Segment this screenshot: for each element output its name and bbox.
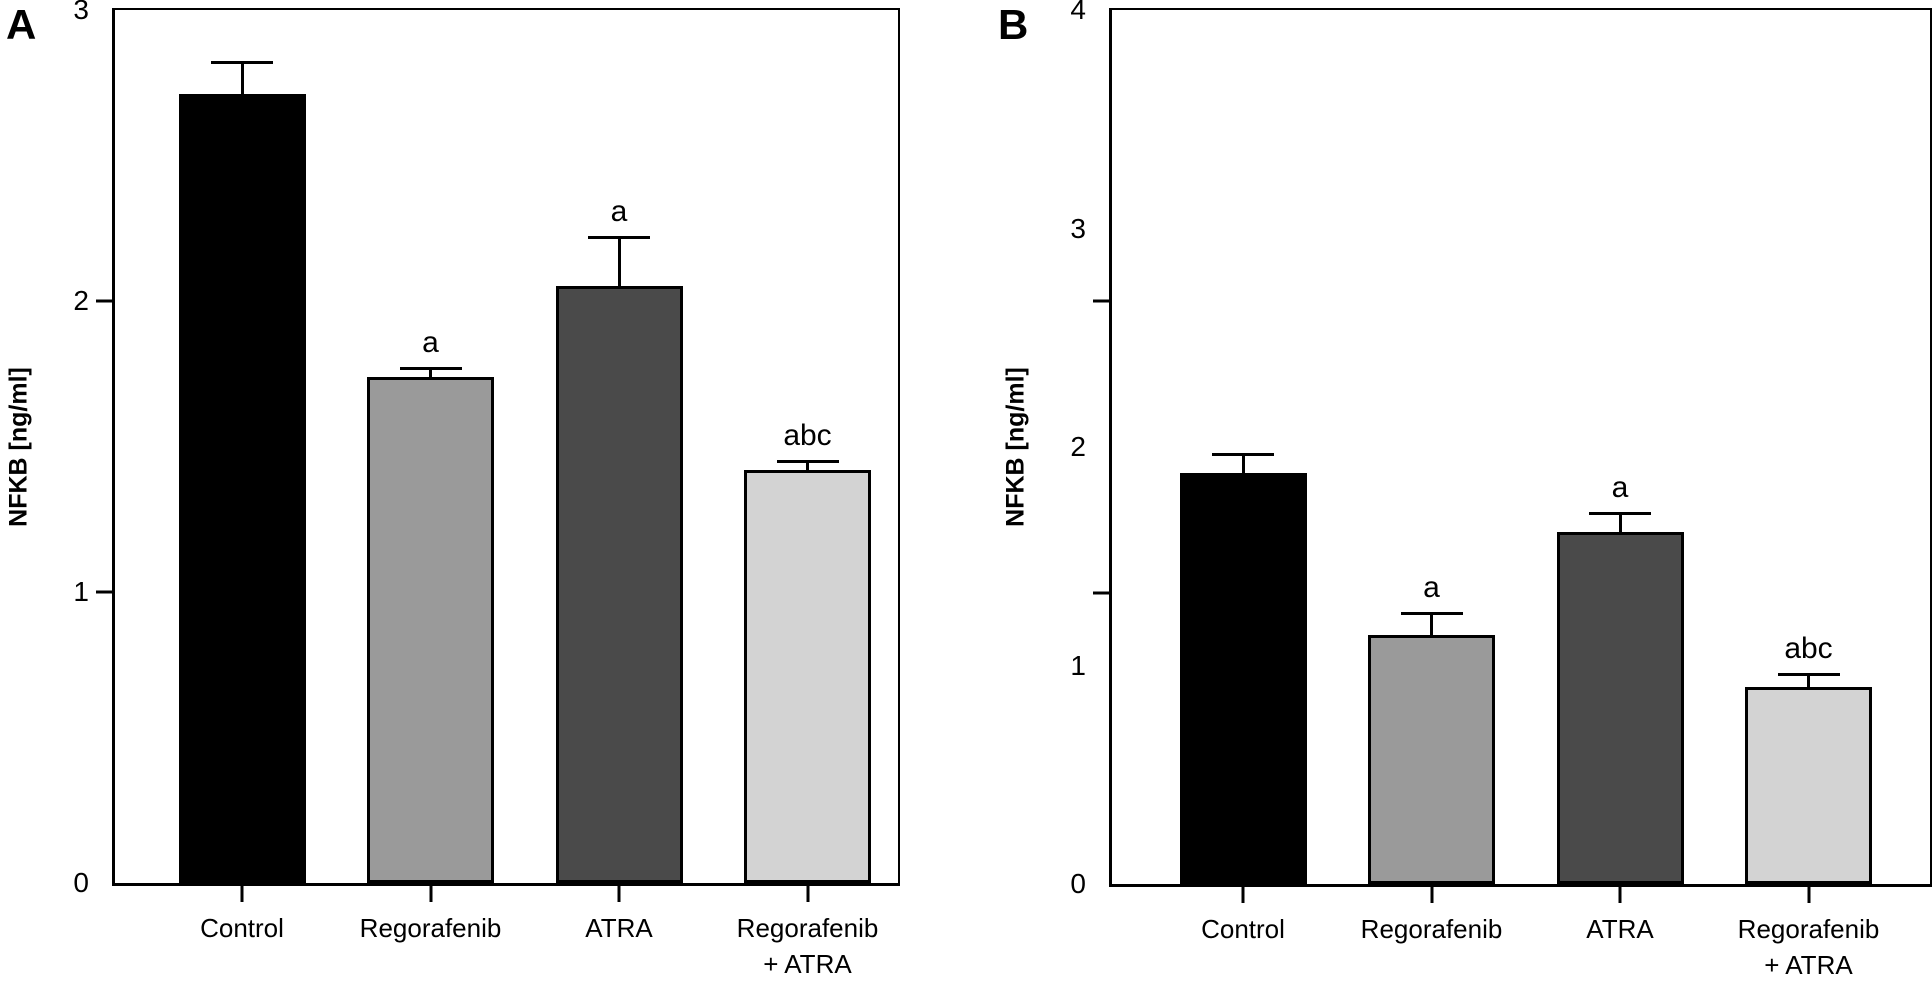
error-bar-cap-regorafenib <box>1400 612 1463 616</box>
significance-label-regorafenib-atra: abc <box>1784 632 1833 666</box>
significance-label-regorafenib-atra: abc <box>783 419 832 453</box>
bar-control <box>1179 473 1307 884</box>
y-tick-label-0: 0 <box>1070 868 1086 899</box>
significance-label-regorafenib: a <box>1423 571 1440 605</box>
error-bar-stem-control <box>240 62 244 97</box>
panel-label-a: A <box>6 1 37 48</box>
bar-regorafenib <box>1368 634 1495 884</box>
y-tick-mark-0 <box>96 590 112 594</box>
y-tick-label-4: 4 <box>1070 0 1086 25</box>
bar-regorafenib <box>367 376 494 883</box>
x-tick-mark-atra <box>1618 887 1622 903</box>
error-bar-stem-atra <box>617 236 621 289</box>
error-bar-cap-atra <box>1589 511 1651 515</box>
bar-regorafenib-atra <box>744 469 871 883</box>
y-tick-label-2: 2 <box>73 285 89 316</box>
y-tick-label-3: 3 <box>73 0 89 25</box>
bar-atra <box>1556 532 1684 884</box>
x-tick-mark-control <box>240 886 244 902</box>
y-tick-mark-0 <box>1093 591 1109 595</box>
y-tick-label-0: 0 <box>73 867 89 898</box>
y-tick-label-1: 1 <box>73 576 89 607</box>
plot-area-a: 0 1 2 3 Control a Regorafenib a ATRA abc Regorafen… <box>73 0 900 979</box>
error-bar-stem-control <box>1241 453 1245 476</box>
panel-label-b: B <box>998 1 1029 48</box>
x-tick-mark-atra <box>617 886 621 902</box>
significance-label-atra: a <box>1611 470 1629 504</box>
error-bar-cap-regorafenib-atra <box>776 460 839 464</box>
error-bar-cap-regorafenib <box>399 366 462 370</box>
significance-label-atra: a <box>610 194 628 228</box>
bar-atra <box>555 286 683 883</box>
x-category-label-regorafenib-atra: Regorafenib + ATRA <box>736 913 879 979</box>
y-tick-mark-1 <box>96 299 112 303</box>
x-category-label-regorafenib: Regorafenib <box>359 913 502 943</box>
error-bar-stem-atra <box>1618 512 1622 535</box>
x-tick-mark-regorafenib <box>1430 887 1433 903</box>
x-category-label-control: Control <box>200 913 284 943</box>
y-tick-label-3: 3 <box>1070 212 1086 244</box>
error-bar-stem-regorafenib <box>1430 613 1433 637</box>
x-tick-mark-regorafenib <box>429 886 432 902</box>
y-axis-title-a: NFKB [ng/ml] <box>4 367 33 527</box>
bar-regorafenib-atra <box>1745 687 1872 884</box>
x-tick-mark-control <box>1241 887 1245 903</box>
x-category-label-control: Control <box>1201 914 1285 944</box>
x-category-label-atra: ATRA <box>585 913 653 943</box>
y-tick-mark-1 <box>1093 299 1109 303</box>
error-bar-stem-regorafenib-atra <box>1807 674 1810 690</box>
x-tick-mark-regorafenib-atra <box>1807 887 1810 903</box>
plot-area-b: 0 1 2 3 4 Control a Regorafenib a ATRA abc Regorafe… <box>1070 0 1932 980</box>
error-bar-cap-atra <box>588 235 650 239</box>
bar-control <box>178 94 306 883</box>
x-category-label-regorafenib-atra: Regorafenib + ATRA <box>1737 914 1880 980</box>
error-bar-cap-regorafenib-atra <box>1777 673 1840 677</box>
x-tick-mark-regorafenib-atra <box>806 886 809 902</box>
error-bar-cap-control <box>211 61 273 65</box>
x-category-label-regorafenib: Regorafenib <box>1360 914 1503 944</box>
error-bar-cap-control <box>1212 452 1274 456</box>
significance-label-regorafenib: a <box>422 325 439 359</box>
y-tick-label-1: 1 <box>1070 649 1086 681</box>
error-bar-stem-regorafenib-atra <box>806 461 809 472</box>
y-tick-label-2: 2 <box>1070 431 1086 462</box>
x-category-label-atra: ATRA <box>1586 914 1654 944</box>
error-bar-stem-regorafenib <box>429 367 432 379</box>
